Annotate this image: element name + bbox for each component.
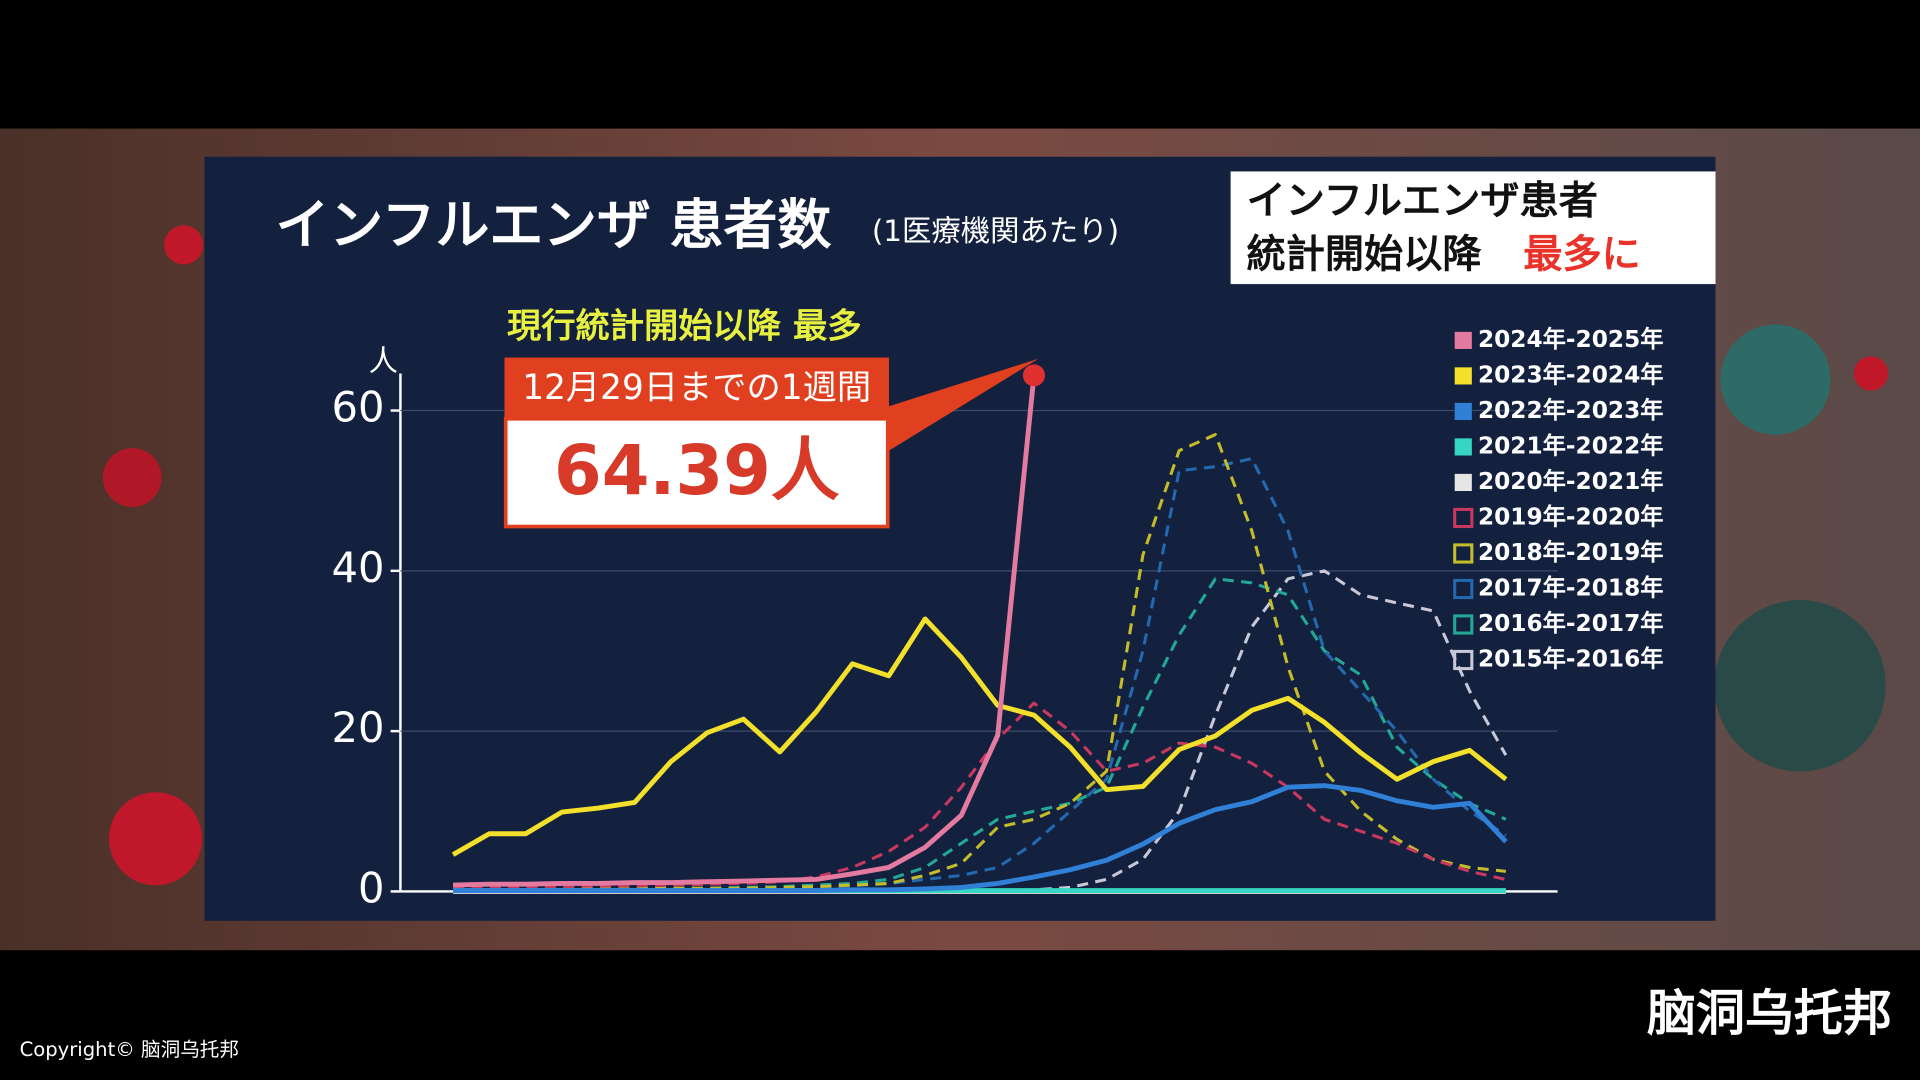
badge-line: 統計開始以降 [1247,233,1483,278]
virus-decoration [1720,324,1831,435]
series-line [453,375,1037,888]
legend-label: 2015年-2016年 [1478,646,1664,673]
news-badge [1230,171,1716,285]
plot: 0 20 40 60 [332,364,1558,912]
legend-label: 2024年-2025年 [1478,326,1664,353]
legend-swatch [1454,367,1472,385]
legend-label: 2017年-2018年 [1478,574,1664,601]
virus-decoration [1853,356,1889,391]
legend-label: 2019年-2020年 [1478,503,1664,530]
badge-line: インフルエンザ患者 [1247,179,1598,224]
legend: 2024年-2025年 2023年-2024年 2022年-2023年 2021年-2… [1453,326,1664,673]
copyright: Copyright© 脑洞乌托邦 [20,1038,239,1061]
legend-swatch [1454,402,1472,421]
legend-label: 2016年-2017年 [1478,610,1664,637]
peak-marker [1022,364,1045,387]
legend-swatch [1453,543,1474,564]
legend-label: 2018年-2019年 [1478,539,1664,566]
legend-label: 2021年-2022年 [1478,432,1664,459]
virus-decoration [108,792,203,886]
annotation-value-box [503,416,890,529]
legend-swatch [1454,473,1472,492]
legend-swatch [1453,649,1474,671]
channel-name: 脑洞乌托邦 [1647,985,1892,1042]
legend-swatch [1453,578,1474,600]
legend-swatch [1454,331,1472,349]
virus-decoration [102,448,162,507]
annotation-box [504,357,889,419]
virus-decoration [164,225,204,265]
annotation-period: 12月29日までの1週間 [522,368,871,408]
legend-swatch [1453,614,1474,635]
annotation-headline: 現行統計開始以降 最多 [507,307,862,347]
chart-subtitle: (1医療機関あたり) [872,214,1119,248]
callout-pointer [857,358,1039,451]
virus-decoration [1714,600,1886,772]
y-tick-label: 40 [332,543,385,592]
series-line [453,701,1507,889]
y-tick-label: 20 [332,703,385,752]
y-tick-label: 60 [332,383,385,432]
legend-swatch [1454,438,1472,456]
y-tick-label: 0 [358,863,384,912]
legend-label: 2020年-2021年 [1478,468,1664,495]
legend-label: 2023年-2024年 [1478,361,1664,388]
badge-highlight: 最多に [1523,233,1641,278]
legend-label: 2022年-2023年 [1478,397,1664,424]
legend-swatch [1453,507,1474,529]
series-line [451,616,1508,857]
annotation-value: 64.39人 [554,431,840,511]
series-line [453,783,1508,894]
chart-title: インフルエンザ 患者数 [276,194,832,257]
y-axis-label: 人 [369,344,398,378]
